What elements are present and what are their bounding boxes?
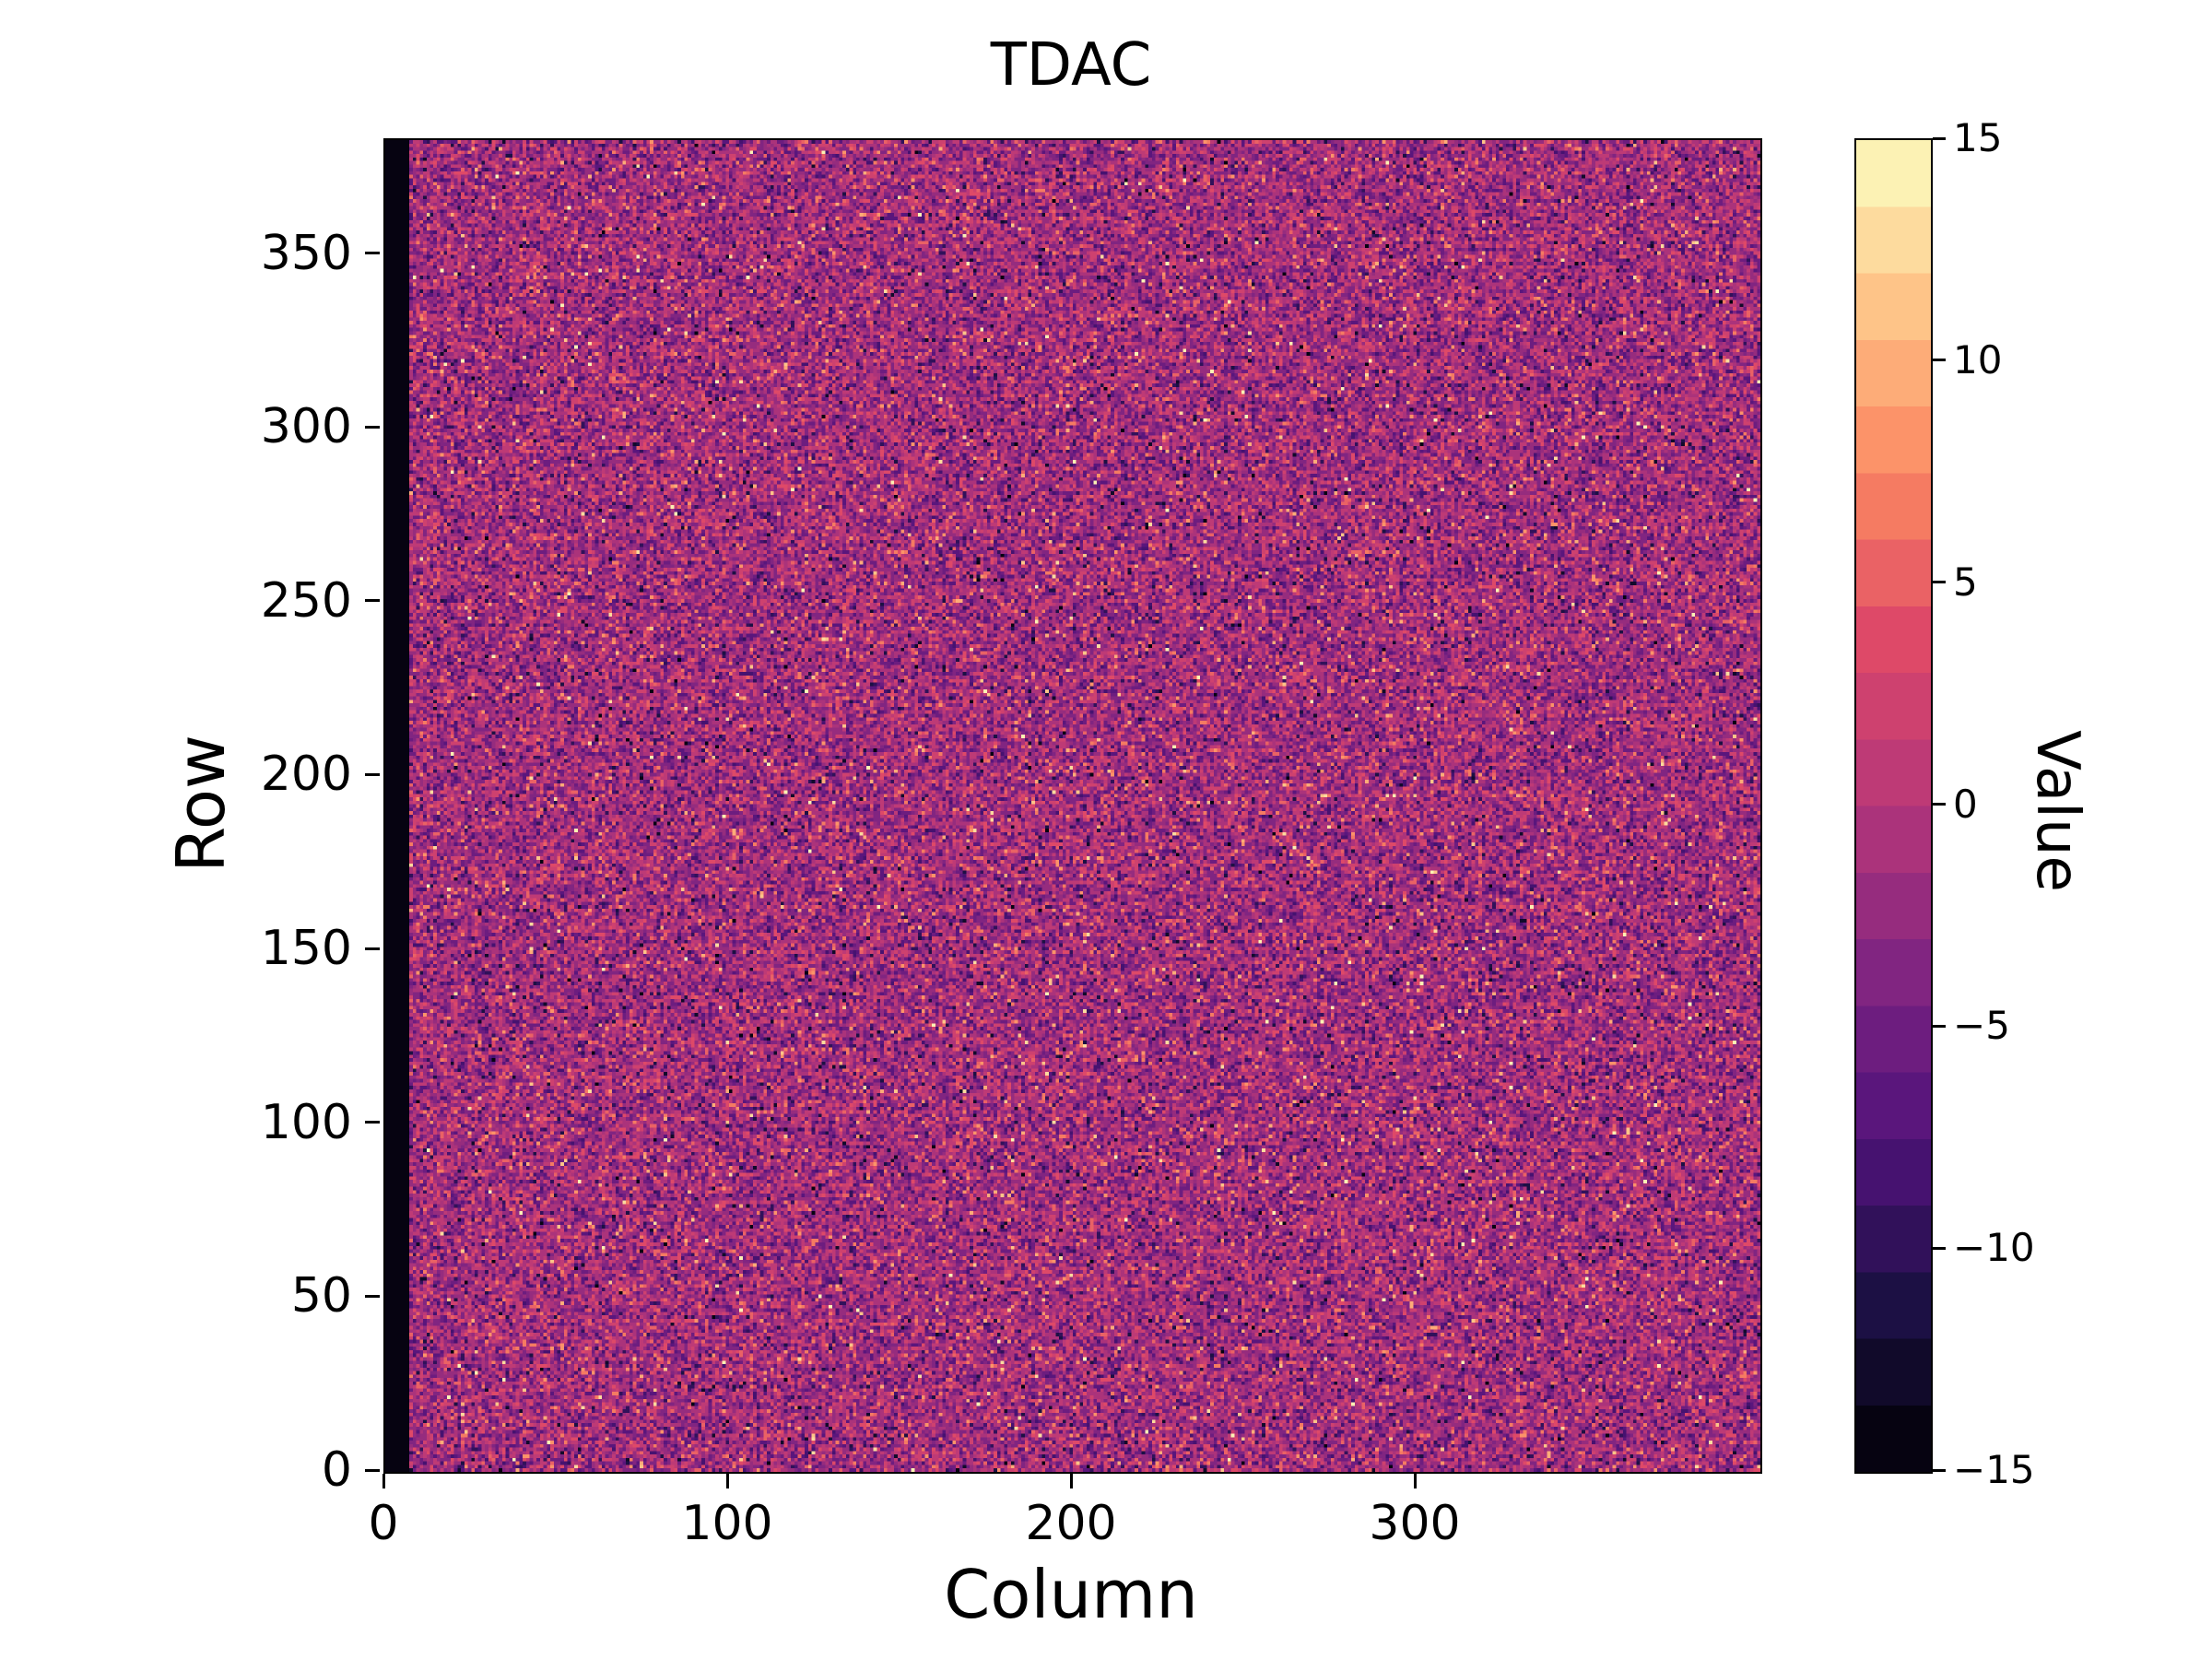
y-tick-label: 150 xyxy=(260,921,352,977)
y-tick-mark xyxy=(365,599,380,603)
x-tick-mark xyxy=(725,1474,729,1488)
y-tick-label: 200 xyxy=(260,747,352,803)
y-tick-mark xyxy=(365,425,380,429)
colorbar-tick-mark xyxy=(1933,1246,1946,1250)
x-tick-mark xyxy=(1069,1474,1073,1488)
colorbar xyxy=(1854,138,1933,1474)
colorbar-tick-label: 10 xyxy=(1953,336,2003,382)
x-axis-label: Column xyxy=(944,1556,1198,1633)
chart-title: TDAC xyxy=(990,31,1152,100)
colorbar-tick-mark xyxy=(1933,1024,1946,1028)
colorbar-tick-mark xyxy=(1933,581,1946,584)
colorbar-tick-mark xyxy=(1933,136,1946,140)
colorbar-tick-label: −10 xyxy=(1953,1225,2035,1271)
colorbar-tick-label: 0 xyxy=(1953,781,1978,827)
y-tick-mark xyxy=(365,1294,380,1298)
y-tick-label: 350 xyxy=(260,225,352,281)
heatmap-plot xyxy=(383,138,1762,1474)
colorbar-tick-label: −15 xyxy=(1953,1447,2035,1492)
colorbar-tick-label: 5 xyxy=(1953,559,1978,605)
y-tick-mark xyxy=(365,947,380,950)
colorbar-tick-mark xyxy=(1933,359,1946,362)
y-tick-label: 0 xyxy=(321,1442,352,1498)
heatmap-canvas xyxy=(385,140,1760,1472)
colorbar-tick-label: 15 xyxy=(1953,115,2003,160)
colorbar-tick-mark xyxy=(1933,803,1946,806)
x-tick-mark xyxy=(382,1474,385,1488)
colorbar-tick-mark xyxy=(1933,1468,1946,1472)
x-tick-label: 300 xyxy=(1369,1496,1461,1551)
y-tick-label: 100 xyxy=(260,1094,352,1150)
x-tick-label: 0 xyxy=(368,1496,399,1551)
y-tick-label: 250 xyxy=(260,572,352,629)
colorbar-tick-label: −5 xyxy=(1953,1003,2010,1049)
y-tick-mark xyxy=(365,772,380,776)
colorbar-canvas xyxy=(1856,140,1931,1472)
x-tick-mark xyxy=(1413,1474,1417,1488)
y-tick-mark xyxy=(365,1468,380,1472)
y-tick-label: 50 xyxy=(290,1268,352,1324)
y-tick-label: 300 xyxy=(260,399,352,455)
y-tick-mark xyxy=(365,252,380,254)
y-tick-mark xyxy=(365,1121,380,1124)
colorbar-label: Value xyxy=(2023,730,2091,892)
x-tick-label: 100 xyxy=(681,1496,773,1551)
x-tick-label: 200 xyxy=(1025,1496,1117,1551)
